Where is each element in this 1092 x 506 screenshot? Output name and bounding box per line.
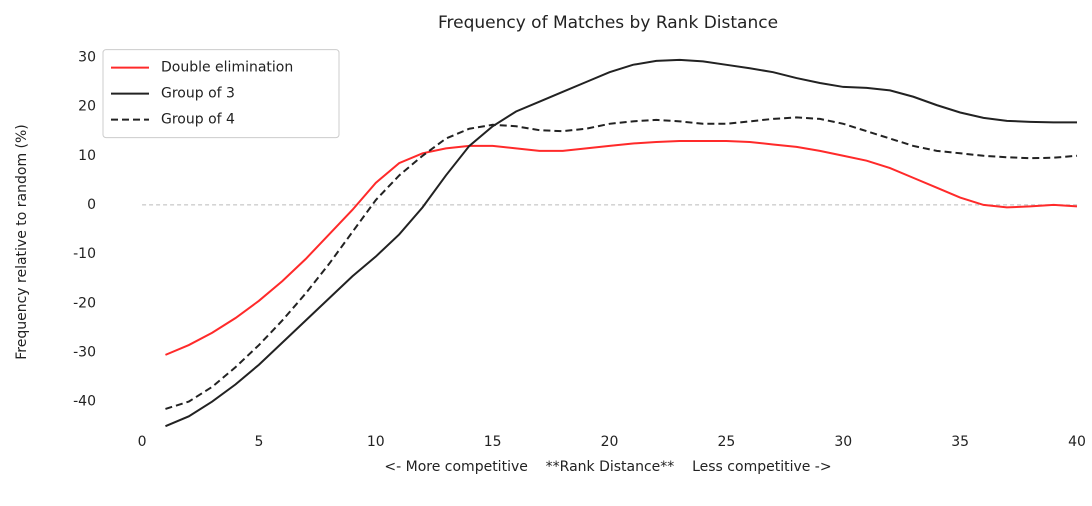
line-series: [165, 58, 1077, 428]
y-tick-label: 20: [78, 99, 96, 115]
y-tick-label: 30: [78, 49, 96, 65]
legend-box: [102, 49, 340, 139]
legend-label: Double elimination: [161, 60, 293, 76]
x-tick-label: 0: [138, 434, 147, 450]
legend: Double elimination Group of 3 Group of 4: [102, 49, 340, 139]
y-tick-label: 10: [78, 148, 96, 164]
legend-label: Group of 4: [161, 112, 235, 128]
y-axis-label: Frequency relative to random (%): [14, 124, 30, 360]
chart-title: Frequency of Matches by Rank Distance: [438, 13, 778, 33]
legend-label: Group of 3: [161, 86, 235, 102]
y-tick-label: -10: [73, 246, 96, 262]
y-tick-label: -40: [73, 394, 96, 410]
x-tick-label: 25: [717, 434, 735, 450]
x-tick-label: 15: [484, 434, 502, 450]
x-tick-label: 40: [1068, 434, 1086, 450]
x-tick-label: 20: [601, 434, 619, 450]
y-tick-label: -20: [73, 295, 96, 311]
x-tick-label: 5: [254, 434, 263, 450]
y-tick-label: -30: [73, 344, 96, 360]
line-series: [165, 116, 1078, 410]
x-tick-label: 10: [367, 434, 385, 450]
x-tick-label: 30: [834, 434, 852, 450]
y-tick-label: 0: [87, 197, 96, 213]
line-series: [165, 140, 1078, 356]
x-tick-label: 35: [951, 434, 969, 450]
x-axis-label: <- More competitive **Rank Distance** Le…: [384, 459, 831, 475]
